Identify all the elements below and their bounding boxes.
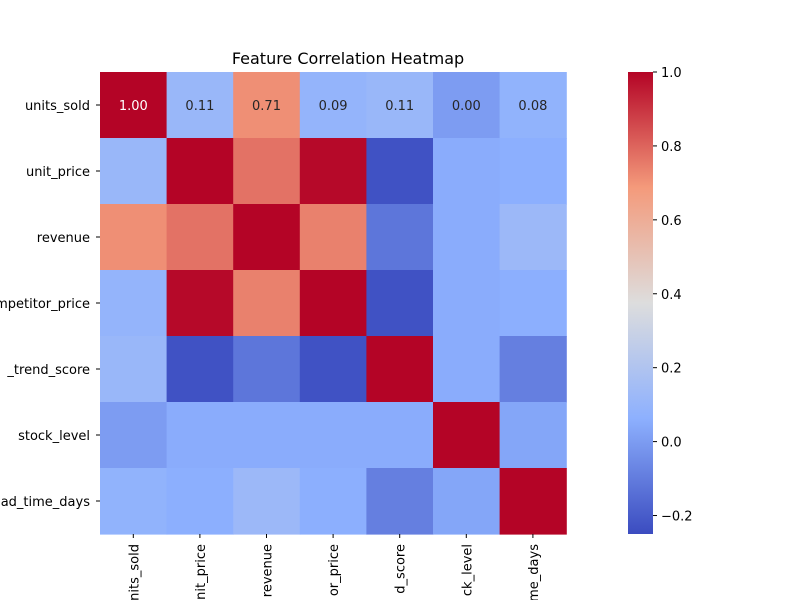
heatmap-cell-r6-c1	[166, 468, 234, 535]
heatmap-cell-r3-c2	[233, 270, 301, 337]
heatmap-cell-r5-c0	[100, 402, 168, 469]
col-label-0: nits_sold	[127, 544, 142, 600]
heatmap-cell-r2-c1	[166, 204, 234, 271]
heatmap-cell-r3-c3	[299, 270, 367, 337]
col-label-3: or_price	[327, 544, 342, 596]
heatmap-cell-r1-c4	[366, 138, 434, 205]
heatmap-cells	[100, 72, 567, 535]
heatmap-cell-r3-c5	[433, 270, 501, 337]
colorbar-tick-label-3: 0.4	[661, 288, 682, 303]
heatmap-cell-r1-c2	[233, 138, 301, 205]
heatmap-cell-r1-c0	[100, 138, 168, 205]
heatmap-cell-r4-c6	[499, 336, 567, 403]
col-label-2: revenue	[261, 544, 276, 597]
row-label-1: unit_price	[26, 165, 90, 180]
colorbar-gradient	[628, 72, 653, 534]
heatmap-cell-r0-c5	[433, 72, 501, 139]
row-label-3: mpetitor_price	[0, 297, 90, 312]
row-label-0: units_sold	[25, 99, 90, 114]
heatmap-cell-r3-c1	[166, 270, 234, 337]
heatmap-cell-r6-c2	[233, 468, 301, 535]
heatmap-cell-r4-c4	[366, 336, 434, 403]
heatmap-cell-r0-c0	[100, 72, 168, 139]
row-label-4: _trend_score	[6, 363, 90, 378]
heatmap-cell-r4-c2	[233, 336, 301, 403]
cell-annotation-c2: 0.71	[252, 99, 281, 114]
heatmap-cell-r0-c6	[499, 72, 567, 139]
cell-annotation-c0: 1.00	[119, 99, 148, 114]
heatmap-cell-annotations: 1.00 0.11 0.71 0.09 0.11 0.00 0.08	[119, 99, 548, 114]
colorbar-tick-label-0: 1.0	[661, 66, 682, 81]
heatmap-cell-r3-c4	[366, 270, 434, 337]
colorbar-tick-label-4: 0.2	[661, 362, 682, 377]
row-label-6: ad_time_days	[1, 495, 91, 510]
column-labels: nits_sold nit_price revenue or_price d_score…	[127, 534, 542, 600]
heatmap-cell-r3-c6	[499, 270, 567, 337]
heatmap-cell-r6-c0	[100, 468, 168, 535]
heatmap-cell-r6-c6	[499, 468, 567, 535]
cell-annotation-c4: 0.11	[385, 99, 414, 114]
colorbar-tick-label-5: 0.0	[661, 436, 682, 451]
colorbar-tick-label-1: 0.8	[661, 140, 682, 155]
colorbar-tick-label-2: 0.6	[661, 214, 682, 229]
col-label-6: me_days	[527, 544, 542, 600]
cell-annotation-c6: 0.08	[518, 99, 547, 114]
heatmap-cell-r2-c3	[299, 204, 367, 271]
heatmap-cell-r0-c2	[233, 72, 301, 139]
cell-annotation-c3: 0.09	[319, 99, 348, 114]
row-label-5: stock_level	[18, 429, 90, 444]
heatmap-cell-r4-c0	[100, 336, 168, 403]
heatmap-cell-r1-c3	[299, 138, 367, 205]
heatmap-cell-r5-c1	[166, 402, 234, 469]
col-label-4: d_score	[394, 544, 409, 594]
col-label-1: nit_price	[194, 544, 209, 600]
heatmap-cell-r5-c5	[433, 402, 501, 469]
heatmap-cell-r2-c6	[499, 204, 567, 271]
heatmap-cell-r4-c3	[299, 336, 367, 403]
heatmap-cell-r2-c0	[100, 204, 168, 271]
heatmap-cell-r0-c1	[166, 72, 234, 139]
heatmap-cell-r5-c2	[233, 402, 301, 469]
heatmap-cell-r6-c4	[366, 468, 434, 535]
heatmap-cell-r4-c5	[433, 336, 501, 403]
colorbar-tick-label-6: −0.2	[661, 510, 693, 525]
heatmap-cell-r0-c4	[366, 72, 434, 139]
heatmap-cell-r1-c6	[499, 138, 567, 205]
chart-title: Feature Correlation Heatmap	[232, 49, 464, 68]
heatmap-cell-r1-c1	[166, 138, 234, 205]
heatmap-cell-r5-c4	[366, 402, 434, 469]
heatmap-cell-r3-c0	[100, 270, 168, 337]
colorbar: 1.0 0.8 0.6 0.4 0.2 0.0 −0.2	[628, 66, 693, 534]
heatmap-cell-r2-c4	[366, 204, 434, 271]
heatmap-cell-r6-c5	[433, 468, 501, 535]
cell-annotation-c5: 0.00	[452, 99, 481, 114]
heatmap-cell-r4-c1	[166, 336, 234, 403]
heatmap-cell-r6-c3	[299, 468, 367, 535]
heatmap-cell-r0-c3	[299, 72, 367, 139]
heatmap-cell-r2-c5	[433, 204, 501, 271]
heatmap-cell-r5-c3	[299, 402, 367, 469]
cell-annotation-c1: 0.11	[185, 99, 214, 114]
col-label-5: ck_level	[460, 544, 475, 596]
heatmap-cell-r2-c2	[233, 204, 301, 271]
heatmap-cell-r1-c5	[433, 138, 501, 205]
heatmap-cell-r5-c6	[499, 402, 567, 469]
row-label-2: revenue	[37, 231, 90, 246]
